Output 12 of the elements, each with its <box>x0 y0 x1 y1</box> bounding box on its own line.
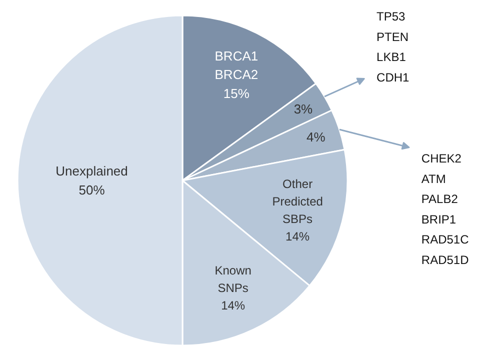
data-label: 15% <box>223 86 250 101</box>
data-label: 14% <box>286 229 310 244</box>
slice-label: Unexplained <box>56 164 128 179</box>
slice-label: CHEK2 ATM PALB2 BRIP1 RAD51C RAD51D <box>421 152 470 268</box>
data-label: 3% <box>294 102 314 117</box>
data-label: 50% <box>78 182 106 198</box>
data-label: 14% <box>221 298 246 312</box>
slice-label: BRCA1 BRCA2 <box>214 48 258 82</box>
data-label: 4% <box>306 130 326 145</box>
slice-label: Other Predicted SBPs <box>272 176 323 226</box>
slice-label: Known SNPs <box>214 263 252 295</box>
slice-label: TP53 PTEN LKB1 CDH1 <box>376 10 410 85</box>
